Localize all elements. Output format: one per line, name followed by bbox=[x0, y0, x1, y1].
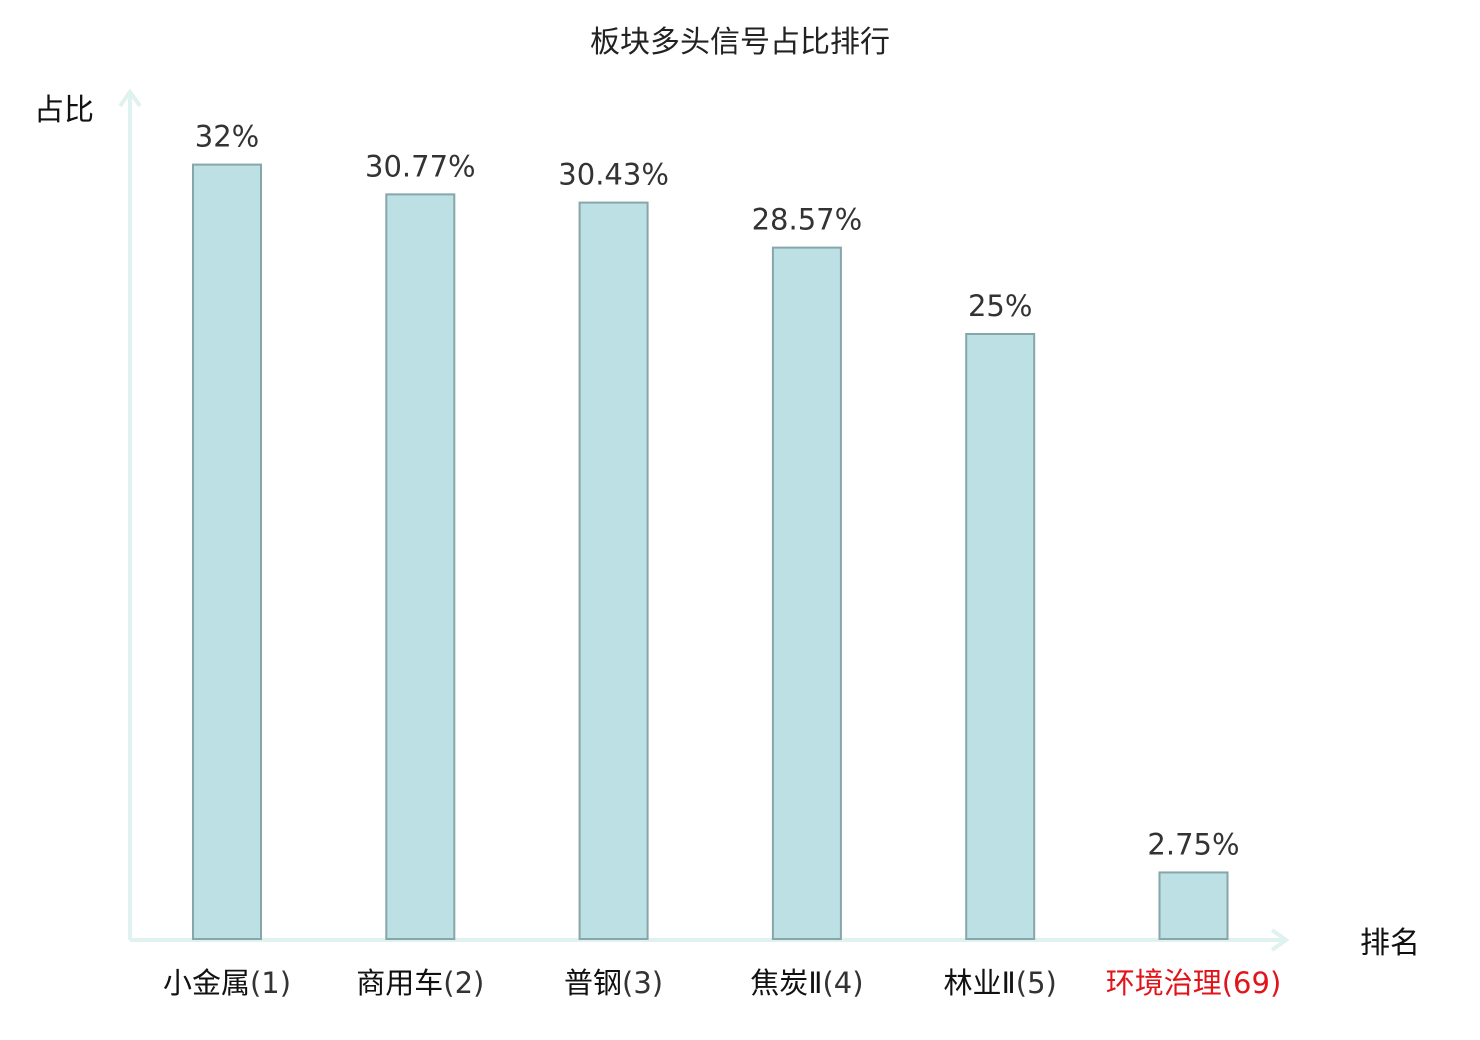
category-tick-label: 环境治理(69) bbox=[1106, 966, 1282, 1000]
bar bbox=[385, 193, 456, 940]
bar bbox=[965, 333, 1036, 940]
category-name: 林业Ⅱ bbox=[944, 966, 1016, 1000]
category-labels: 小金属(1) 商用车(2) 普钢(3) 焦炭Ⅱ(4) 林业Ⅱ(5) 环境治理(69) bbox=[163, 966, 1281, 1000]
category-name: 焦炭Ⅱ bbox=[750, 966, 822, 1000]
bar-value-label: 25% bbox=[968, 289, 1032, 323]
category-name: 商用车 bbox=[356, 966, 443, 1000]
bar-value-label: 30.43% bbox=[558, 158, 669, 192]
bar bbox=[192, 163, 262, 941]
bar-value-label: 28.57% bbox=[752, 203, 863, 237]
category-tick-label: 林业Ⅱ(5) bbox=[944, 966, 1057, 1000]
category-tick-label: 焦炭Ⅱ(4) bbox=[750, 966, 863, 1000]
category-rank: (4) bbox=[822, 966, 863, 1000]
bars bbox=[192, 163, 1229, 941]
y-axis-arrowhead bbox=[118, 88, 142, 108]
bar bbox=[771, 246, 842, 940]
value-labels: 32% 30.77% 30.43% 28.57% 25% 2.75% bbox=[195, 120, 1240, 862]
chart-title: 板块多头信号占比排行 bbox=[590, 25, 890, 60]
category-rank: (3) bbox=[622, 966, 663, 1000]
category-tick-label: 小金属(1) bbox=[163, 966, 291, 1000]
x-axis-label: 排名 bbox=[1360, 926, 1420, 961]
category-rank: (5) bbox=[1016, 966, 1057, 1000]
bar bbox=[1158, 871, 1229, 941]
category-tick-label: 商用车(2) bbox=[356, 966, 484, 1000]
bar bbox=[578, 201, 649, 940]
category-rank: (69) bbox=[1222, 966, 1282, 1000]
y-axis-label: 占比 bbox=[34, 93, 94, 128]
category-name: 小金属 bbox=[163, 966, 250, 1000]
axes bbox=[118, 88, 1290, 952]
bar-value-label: 32% bbox=[195, 120, 259, 154]
category-name: 普钢 bbox=[564, 966, 622, 1000]
category-rank: (2) bbox=[443, 966, 484, 1000]
category-tick-label: 普钢(3) bbox=[564, 966, 663, 1000]
bar-value-label: 30.77% bbox=[365, 149, 476, 183]
category-name: 环境治理 bbox=[1106, 966, 1222, 1000]
x-axis-arrowhead bbox=[1270, 928, 1290, 952]
category-rank: (1) bbox=[250, 966, 291, 1000]
bar-value-label: 2.75% bbox=[1147, 827, 1239, 861]
